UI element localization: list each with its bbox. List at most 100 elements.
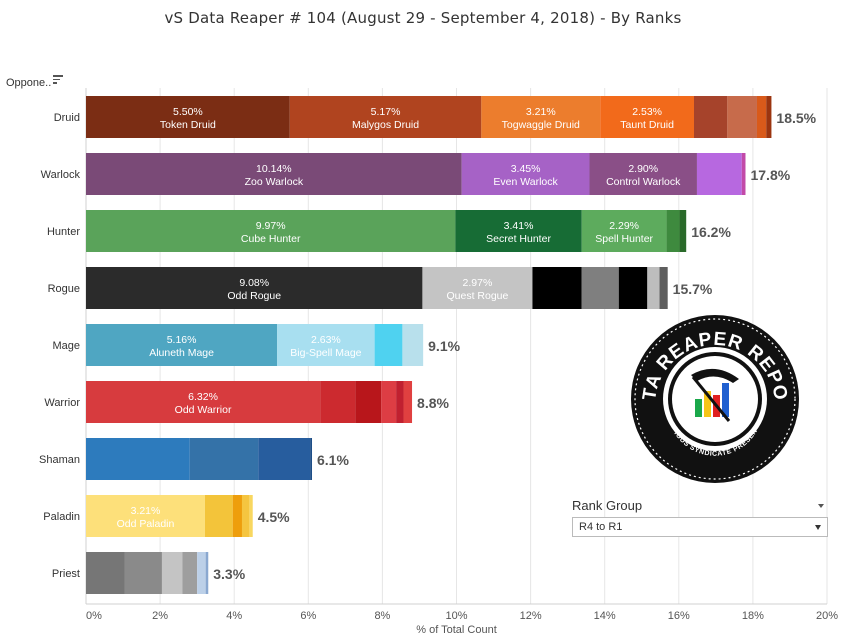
bar-segment: [161, 552, 183, 594]
segment-archetype: Even Warlock: [493, 176, 558, 188]
bar-segment: [696, 153, 742, 195]
x-tick-label: 0%: [86, 610, 102, 622]
segment-percent: 2.90%: [628, 163, 658, 175]
column-header-opponent[interactable]: Oppone..: [6, 77, 52, 89]
bar-segment: [86, 153, 462, 195]
rank-group-menu-icon[interactable]: [818, 503, 824, 508]
row-total: 18.5%: [776, 110, 816, 126]
segment-percent: 9.08%: [239, 277, 269, 289]
bar-segment: [766, 96, 772, 138]
segment-percent: 6.32%: [188, 391, 218, 403]
segment-percent: 3.21%: [131, 505, 161, 517]
bar-segment: [403, 381, 413, 423]
chevron-down-icon[interactable]: [815, 524, 821, 530]
bar-segment: [277, 324, 375, 366]
bar-segment: [422, 267, 533, 309]
row-label-mage: Mage: [52, 340, 80, 352]
segment-archetype: Odd Rogue: [227, 290, 281, 302]
bar-segment: [86, 210, 456, 252]
row-total: 9.1%: [428, 338, 460, 354]
row-total: 6.1%: [317, 452, 349, 468]
bar-segment: [679, 210, 687, 252]
bar-segment: [647, 267, 660, 309]
segment-percent: 3.21%: [526, 106, 556, 118]
row-total: 17.8%: [750, 167, 790, 183]
segment-archetype: Zoo Warlock: [245, 176, 304, 188]
segment-archetype: Big-Spell Mage: [290, 347, 361, 359]
bar-segment: [258, 438, 311, 480]
bar-segment: [693, 96, 728, 138]
bar-segment: [600, 96, 694, 138]
segment-archetype: Togwaggle Druid: [502, 119, 580, 131]
segment-archetype: Quest Rogue: [446, 290, 508, 302]
rank-group-filter: Rank Group R4 to R1: [572, 498, 828, 537]
row-total: 15.7%: [673, 281, 713, 297]
bar-segment: [532, 267, 582, 309]
row-total: 4.5%: [258, 509, 290, 525]
segment-archetype: Secret Hunter: [486, 233, 551, 245]
bar-segment: [182, 552, 198, 594]
row-label-shaman: Shaman: [39, 454, 80, 466]
bar-segment: [249, 495, 253, 537]
bar-segment: [381, 381, 397, 423]
bar-segment: [241, 495, 250, 537]
bar-segment: [461, 153, 590, 195]
segment-archetype: Odd Warrior: [175, 404, 232, 416]
row-total: 3.3%: [213, 566, 245, 582]
segment-percent: 3.45%: [511, 163, 541, 175]
bar-segment: [86, 438, 190, 480]
bar-segment: [204, 495, 233, 537]
row-label-warrior: Warrior: [44, 397, 80, 409]
segment-archetype: Aluneth Mage: [149, 347, 214, 359]
segment-percent: 2.63%: [311, 334, 341, 346]
bar-segment: [124, 552, 162, 594]
segment-percent: 2.53%: [632, 106, 662, 118]
bar-segment: [374, 324, 403, 366]
bar-segment: [86, 552, 125, 594]
x-tick-label: 18%: [742, 610, 764, 622]
rank-group-dropdown[interactable]: R4 to R1: [572, 517, 828, 537]
bar-segment: [756, 96, 767, 138]
segment-percent: 2.97%: [463, 277, 493, 289]
bar-segment: [205, 552, 209, 594]
rank-group-selected: R4 to R1: [579, 521, 623, 533]
bar-segment: [741, 153, 746, 195]
bar-segment: [355, 381, 382, 423]
bar-segment: [289, 96, 482, 138]
bar-segment: [232, 495, 242, 537]
bar-segment: [197, 552, 206, 594]
row-label-hunter: Hunter: [47, 226, 80, 238]
bar-segment: [310, 438, 313, 480]
bar-segment: [581, 267, 619, 309]
segment-percent: 9.97%: [256, 220, 286, 232]
rank-group-title: Rank Group: [572, 498, 643, 513]
bar-segment: [86, 96, 290, 138]
bar-segment: [659, 267, 668, 309]
x-tick-label: 2%: [152, 610, 168, 622]
data-reaper-report-logo: DATA REAPER REPORT VICIOUS SYNDICATE PRE…: [622, 297, 801, 485]
segment-percent: 5.50%: [173, 106, 203, 118]
bar-segment: [320, 381, 356, 423]
row-total: 16.2%: [691, 224, 731, 240]
x-tick-label: 14%: [594, 610, 616, 622]
bar-segment: [455, 210, 582, 252]
row-label-priest: Priest: [52, 568, 80, 580]
segment-percent: 3.41%: [504, 220, 534, 232]
bar-segment: [581, 210, 667, 252]
segment-archetype: Taunt Druid: [620, 119, 674, 131]
sort-icon[interactable]: [53, 75, 63, 85]
row-label-druid: Druid: [54, 112, 80, 124]
segment-archetype: Odd Paladin: [117, 518, 175, 530]
segment-percent: 10.14%: [256, 163, 292, 175]
bar-segment: [402, 324, 424, 366]
segment-percent: 5.16%: [167, 334, 197, 346]
x-tick-label: 4%: [226, 610, 242, 622]
segment-archetype: Token Druid: [160, 119, 216, 131]
bar-segment: [481, 96, 601, 138]
bar-segment: [727, 96, 757, 138]
bar-segment: [86, 495, 205, 537]
row-label-warlock: Warlock: [41, 169, 81, 181]
x-tick-label: 6%: [300, 610, 316, 622]
segment-percent: 2.29%: [609, 220, 639, 232]
